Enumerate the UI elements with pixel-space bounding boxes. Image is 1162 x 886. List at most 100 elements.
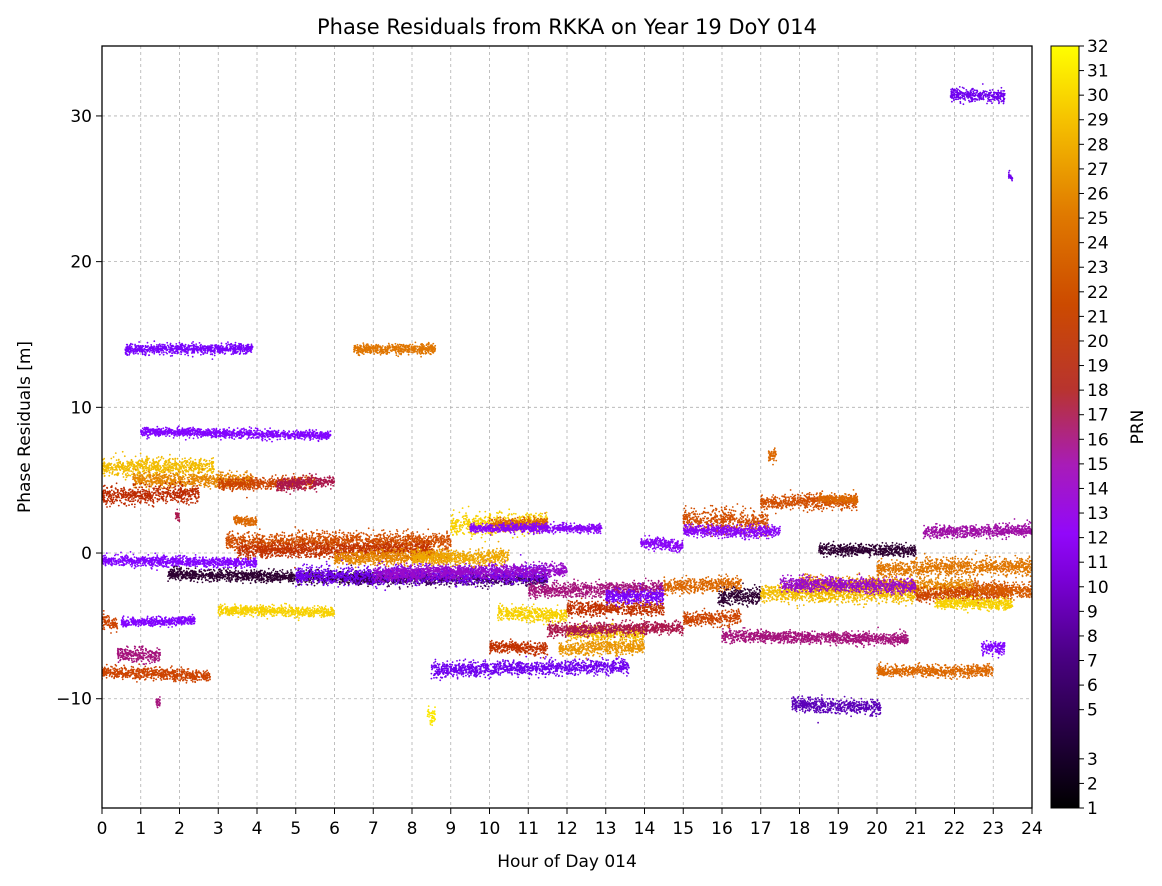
- data-point: [194, 496, 197, 498]
- data-point: [204, 467, 207, 470]
- data-point: [177, 500, 180, 503]
- data-point: [160, 496, 163, 499]
- data-point: [169, 472, 172, 475]
- data-point: [248, 477, 251, 480]
- data-point: [189, 344, 192, 347]
- data-point: [208, 485, 211, 487]
- data-point: [190, 501, 192, 504]
- data-point: [239, 350, 242, 353]
- data-point: [138, 480, 141, 483]
- data-point: [105, 470, 108, 473]
- data-point: [178, 345, 180, 348]
- data-point: [169, 461, 172, 464]
- data-point: [430, 353, 432, 356]
- data-point: [401, 349, 403, 351]
- data-point: [128, 496, 130, 499]
- data-point: [166, 352, 169, 355]
- data-point: [129, 493, 132, 495]
- data-point: [179, 486, 182, 489]
- data-point: [109, 467, 112, 469]
- data-point: [189, 427, 192, 429]
- data-point: [115, 498, 117, 501]
- data-point: [152, 431, 155, 434]
- data-point: [118, 466, 120, 469]
- data-point: [198, 461, 201, 464]
- data-point: [109, 490, 112, 493]
- data-point: [165, 430, 168, 433]
- data-point: [292, 430, 295, 433]
- data-point: [160, 455, 163, 458]
- data-point: [163, 430, 166, 432]
- data-point: [224, 349, 227, 352]
- data-point: [282, 432, 285, 435]
- data-point: [432, 346, 434, 348]
- data-point: [223, 353, 226, 355]
- data-point: [208, 459, 211, 462]
- data-point: [227, 343, 230, 346]
- data-point: [210, 478, 213, 481]
- data-point: [134, 343, 137, 346]
- data-point: [129, 343, 132, 346]
- data-point: [201, 468, 204, 471]
- data-point: [265, 431, 268, 434]
- data-point: [185, 466, 188, 469]
- data-point: [156, 472, 158, 474]
- data-point: [258, 433, 261, 436]
- data-point: [261, 433, 264, 436]
- data-point: [159, 430, 162, 433]
- data-point: [174, 477, 176, 479]
- data-point: [161, 352, 163, 354]
- data-point: [142, 488, 145, 491]
- data-point: [143, 472, 146, 475]
- data-point: [134, 455, 137, 458]
- data-point: [137, 490, 139, 493]
- data-point: [397, 355, 400, 358]
- data-point: [152, 498, 154, 501]
- data-point: [174, 347, 177, 350]
- data-point: [329, 430, 332, 432]
- data-point: [420, 355, 422, 358]
- data-point: [204, 349, 207, 351]
- data-point: [106, 466, 109, 468]
- data-point: [194, 468, 197, 470]
- data-point: [144, 460, 147, 463]
- data-point: [112, 496, 115, 499]
- data-point: [150, 344, 153, 346]
- data-point: [197, 495, 200, 498]
- data-point: [172, 437, 175, 439]
- data-point: [241, 347, 244, 350]
- data-point: [115, 459, 118, 461]
- data-point: [192, 344, 194, 347]
- data-point: [210, 471, 213, 474]
- data-point: [174, 488, 177, 490]
- data-point: [106, 506, 108, 508]
- data-point: [394, 348, 396, 351]
- data-point: [141, 479, 144, 482]
- data-point: [134, 352, 137, 355]
- data-point: [427, 346, 430, 349]
- data-point: [427, 341, 430, 344]
- data-point: [196, 475, 199, 478]
- data-point: [185, 348, 188, 351]
- data-point: [171, 352, 173, 354]
- data-point: [239, 352, 242, 354]
- data-point: [157, 480, 160, 483]
- data-point: [140, 482, 143, 485]
- data-point: [183, 467, 186, 469]
- data-point: [185, 491, 188, 493]
- data-point: [130, 495, 132, 498]
- data-point: [142, 345, 145, 348]
- data-point: [279, 438, 281, 441]
- data-point: [247, 431, 250, 434]
- data-point: [189, 498, 192, 500]
- data-point: [400, 344, 403, 346]
- data-point: [367, 349, 369, 352]
- data-point: [143, 498, 146, 500]
- data-point: [140, 433, 143, 436]
- data-point: [282, 429, 285, 432]
- data-point: [154, 496, 157, 499]
- data-point: [196, 492, 199, 495]
- data-point: [150, 479, 153, 481]
- data-point: [379, 353, 382, 356]
- data-point: [173, 491, 176, 493]
